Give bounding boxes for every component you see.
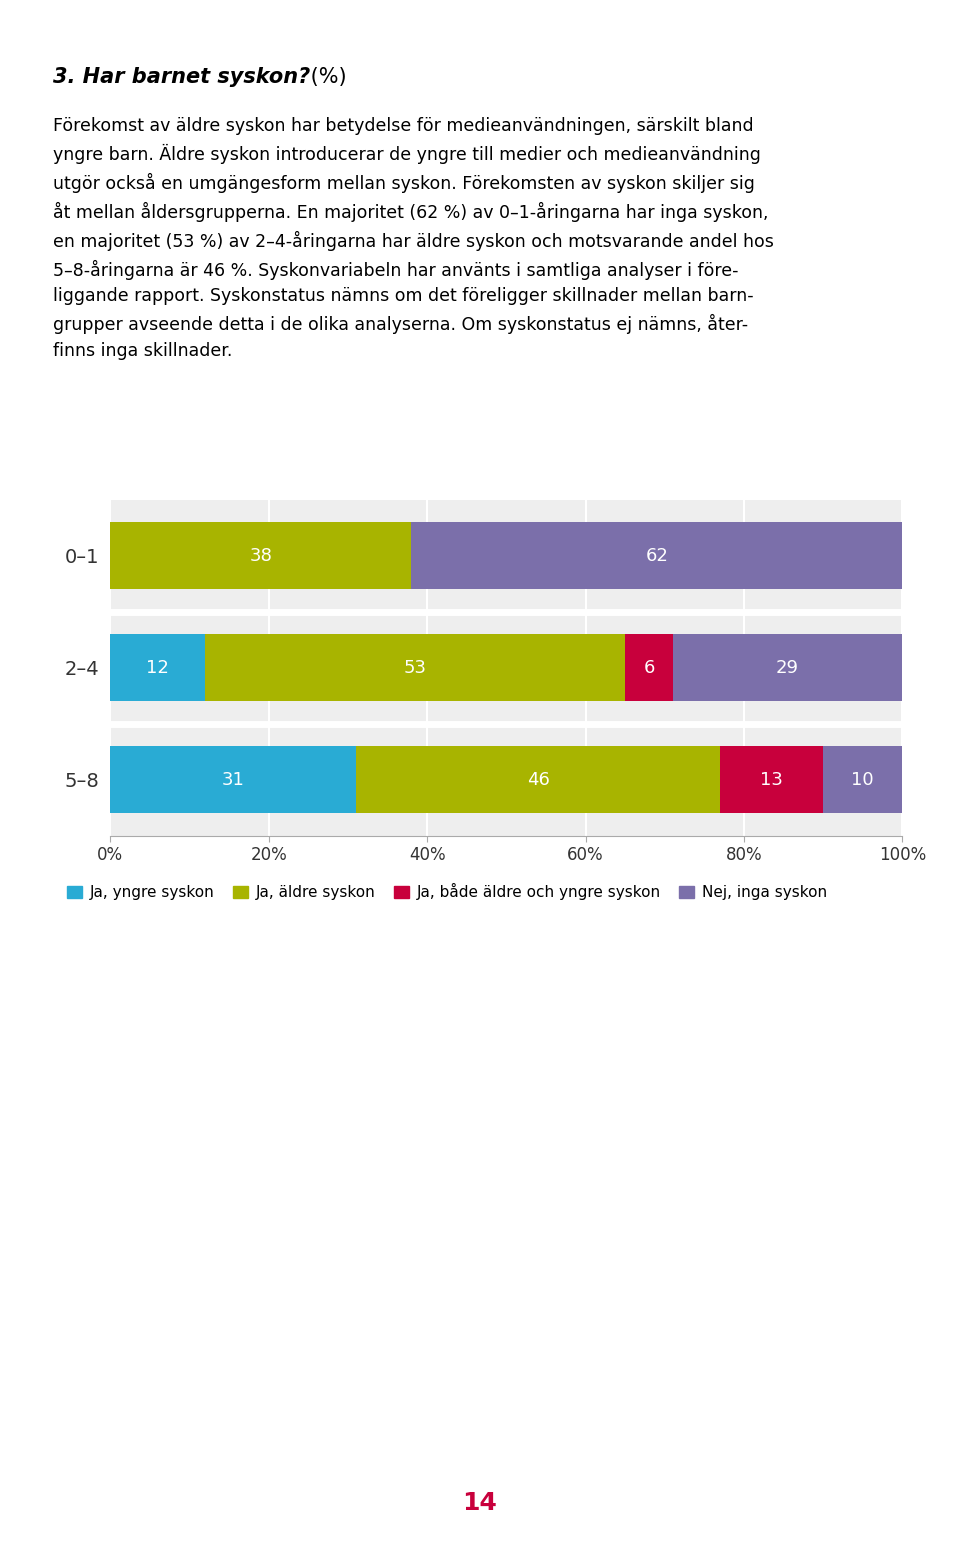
- Bar: [823, 747, 902, 814]
- Text: 10: 10: [852, 770, 875, 789]
- Bar: [720, 747, 824, 814]
- Text: 14: 14: [463, 1490, 497, 1515]
- Bar: [110, 747, 356, 814]
- Text: 31: 31: [222, 770, 245, 789]
- Bar: [673, 634, 902, 701]
- Legend: Ja, yngre syskon, Ja, äldre syskon, Ja, både äldre och yngre syskon, Nej, inga s: Ja, yngre syskon, Ja, äldre syskon, Ja, …: [60, 876, 833, 906]
- Bar: [625, 634, 673, 701]
- Bar: [356, 747, 720, 814]
- Text: 38: 38: [250, 547, 273, 565]
- Text: 6: 6: [643, 659, 655, 676]
- Text: 13: 13: [760, 770, 783, 789]
- Text: 46: 46: [527, 770, 549, 789]
- Text: 3. Har barnet syskon?: 3. Har barnet syskon?: [53, 67, 310, 87]
- Text: 62: 62: [645, 547, 668, 565]
- Text: 53: 53: [404, 659, 427, 676]
- Text: (%): (%): [304, 67, 347, 87]
- Bar: [110, 634, 205, 701]
- Bar: [110, 522, 411, 589]
- Text: 12: 12: [147, 659, 169, 676]
- Bar: [411, 522, 902, 589]
- Bar: [205, 634, 625, 701]
- Text: 29: 29: [776, 659, 799, 676]
- Text: Förekomst av äldre syskon har betydelse för medieanvändningen, särskilt bland
yn: Förekomst av äldre syskon har betydelse …: [53, 117, 774, 361]
